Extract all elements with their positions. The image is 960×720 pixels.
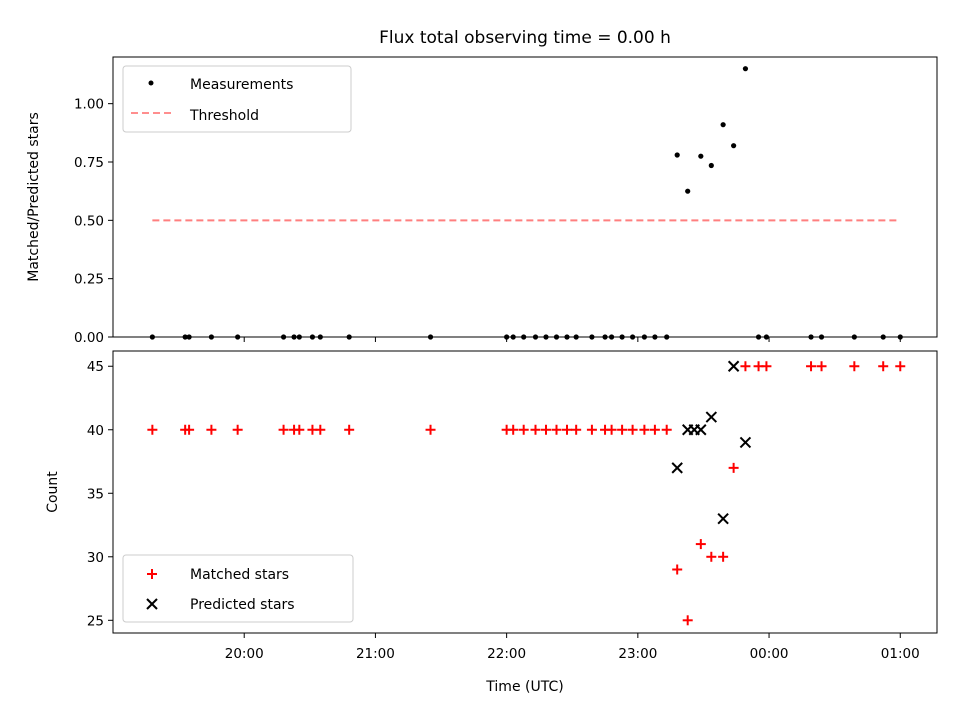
matched-star-point bbox=[606, 424, 617, 435]
top-y-axis-label: Matched/Predicted stars bbox=[26, 112, 42, 282]
matched-star-point bbox=[530, 424, 541, 435]
predicted-star-point bbox=[705, 411, 718, 423]
predicted-star-point bbox=[727, 360, 740, 372]
matched-star-point bbox=[232, 424, 243, 435]
measurement-point bbox=[708, 162, 714, 169]
legend-threshold-label: Threshold bbox=[189, 108, 259, 124]
matched-star-point bbox=[561, 424, 572, 435]
top-panel: 0.00 0.25 0.50 0.75 1.00 Matched/Predicted s… bbox=[26, 56, 938, 346]
matched-star-point bbox=[617, 424, 628, 435]
bottom-y-tick-label: 30 bbox=[87, 550, 104, 566]
legend-matched-marker bbox=[147, 569, 157, 579]
matched-star-point bbox=[639, 424, 650, 435]
matched-star-point bbox=[728, 462, 739, 473]
matched-star-point bbox=[508, 424, 519, 435]
x-tick-label: 21:00 bbox=[356, 646, 395, 662]
bottom-y-tick-label: 35 bbox=[87, 486, 104, 502]
matched-star-point bbox=[761, 361, 772, 372]
x-tick-label: 20:00 bbox=[225, 646, 264, 662]
bottom-panel: 25 30 35 40 45 20:00 21:00 22:00 23:00 00:00 01:0… bbox=[45, 350, 938, 695]
legend-measurements-marker bbox=[148, 80, 154, 86]
predicted-star-point bbox=[717, 512, 729, 525]
predicted-star-point bbox=[739, 436, 752, 449]
matched-star-point bbox=[740, 361, 751, 372]
top-y-tick-label: 0.75 bbox=[74, 155, 104, 171]
bottom-y-tick-label: 40 bbox=[87, 423, 104, 439]
matched-star-point bbox=[682, 615, 693, 626]
matched-star-point bbox=[672, 564, 683, 575]
matched-star-point bbox=[816, 361, 827, 372]
predicted-star-point bbox=[671, 462, 683, 474]
measurement-point bbox=[720, 122, 726, 128]
top-y-tick-label: 0.50 bbox=[74, 213, 104, 229]
matched-star-point bbox=[551, 424, 562, 435]
x-axis-label: Time (UTC) bbox=[485, 679, 563, 695]
measurement-point bbox=[674, 152, 680, 158]
top-y-tick-label: 0.00 bbox=[74, 330, 104, 346]
legend-predicted-label: Predicted stars bbox=[190, 597, 295, 613]
measurement-point bbox=[742, 66, 749, 72]
legend-matched-label: Matched stars bbox=[190, 567, 289, 583]
top-y-tick-label: 1.00 bbox=[74, 97, 104, 113]
legend-predicted-marker bbox=[146, 598, 158, 610]
matched-star-point bbox=[344, 424, 355, 435]
bottom-axes-frame bbox=[112, 350, 938, 634]
matched-star-point bbox=[425, 424, 436, 435]
predicted-star-point bbox=[695, 424, 707, 436]
chart-title: Flux total observing time = 0.00 h bbox=[379, 28, 671, 48]
matched-star-point bbox=[315, 424, 326, 435]
bottom-y-tick-label: 25 bbox=[87, 613, 104, 629]
matched-star-point bbox=[718, 551, 729, 562]
matched-star-point bbox=[661, 424, 672, 435]
matched-star-point bbox=[895, 361, 906, 372]
x-tick-label: 22:00 bbox=[487, 646, 526, 662]
bottom-y-tick-label: 45 bbox=[87, 359, 104, 375]
legend-measurements-label: Measurements bbox=[190, 77, 293, 93]
measurement-point bbox=[731, 143, 737, 149]
matched-star-point bbox=[294, 424, 305, 435]
x-tick-label: 23:00 bbox=[618, 646, 657, 662]
matched-star-point bbox=[878, 361, 889, 372]
matched-star-point bbox=[695, 539, 706, 550]
matched-star-point bbox=[649, 424, 660, 435]
matched-star-point bbox=[206, 424, 217, 435]
matched-star-point bbox=[518, 424, 529, 435]
top-y-tick-label: 0.25 bbox=[74, 272, 104, 288]
matched-star-point bbox=[849, 361, 860, 372]
measurement-point bbox=[698, 153, 704, 159]
bottom-y-axis-label: Count bbox=[45, 471, 61, 513]
matched-star-point bbox=[184, 424, 195, 435]
matched-star-point bbox=[278, 424, 289, 435]
top-legend-box bbox=[122, 65, 352, 133]
matched-star-point bbox=[706, 551, 717, 562]
matched-star-point bbox=[806, 361, 817, 372]
top-legend: Measurements Threshold bbox=[122, 65, 352, 133]
measurement-point bbox=[685, 188, 691, 194]
matched-star-point bbox=[627, 424, 638, 435]
matched-star-point bbox=[586, 424, 597, 435]
bottom-legend: Matched stars Predicted stars bbox=[122, 554, 354, 623]
matched-star-point bbox=[147, 424, 158, 435]
x-tick-label: 00:00 bbox=[750, 646, 789, 662]
matched-star-point bbox=[571, 424, 582, 435]
top-axes-frame bbox=[112, 56, 938, 338]
matched-star-point bbox=[540, 424, 551, 435]
x-tick-label: 01:00 bbox=[881, 646, 920, 662]
bottom-legend-box bbox=[122, 554, 354, 623]
